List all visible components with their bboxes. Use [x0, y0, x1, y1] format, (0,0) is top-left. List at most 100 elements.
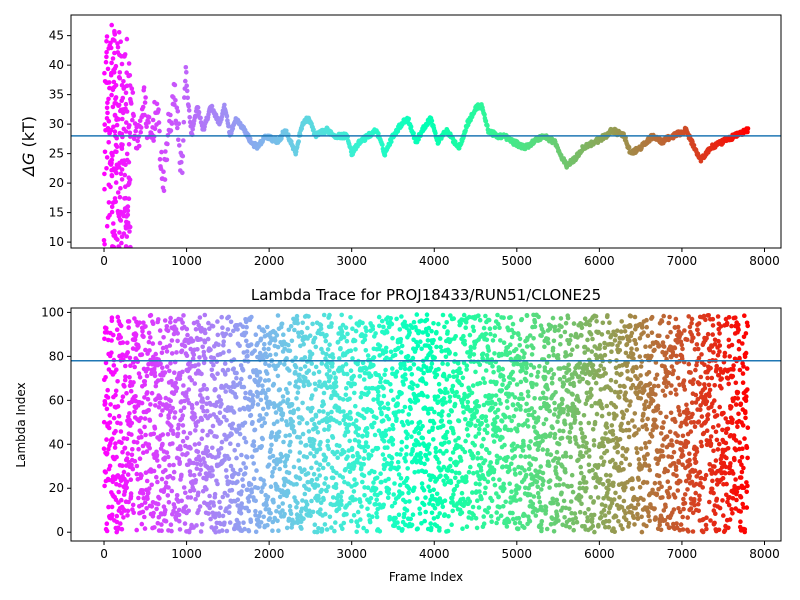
data-point [200, 428, 205, 434]
data-point [371, 480, 376, 485]
data-point [217, 513, 222, 519]
data-point [557, 428, 562, 434]
data-point [156, 107, 161, 112]
data-point [408, 399, 414, 404]
data-point [160, 441, 165, 447]
top-x-ticks: 0 1000 2000 3000 4000 5000 6000 7000 8000 [100, 248, 780, 268]
data-point [417, 419, 423, 425]
data-point [141, 334, 146, 340]
data-point [535, 374, 540, 379]
data-point [460, 526, 465, 531]
data-point [127, 130, 133, 136]
data-point [512, 520, 518, 526]
data-point [365, 444, 371, 450]
data-point [333, 375, 338, 381]
data-point [490, 338, 496, 343]
data-point [129, 101, 134, 106]
data-point [130, 90, 136, 95]
data-point [125, 451, 131, 456]
data-point [164, 349, 170, 354]
data-point [180, 369, 185, 375]
data-point [494, 380, 499, 385]
data-point [546, 463, 552, 469]
data-point [254, 468, 259, 473]
data-point [441, 478, 446, 484]
data-point [366, 390, 371, 395]
data-point [530, 384, 535, 390]
data-point [131, 510, 136, 515]
data-point [266, 387, 271, 393]
data-point [172, 370, 177, 376]
data-point [160, 408, 165, 413]
data-point [329, 525, 334, 530]
data-point [507, 350, 513, 356]
data-point [342, 449, 347, 455]
x-tick-label: 7000 [667, 254, 698, 268]
data-point [196, 441, 202, 447]
data-point [286, 470, 292, 476]
data-point [215, 481, 220, 487]
data-point [169, 423, 174, 429]
data-point [172, 82, 178, 88]
data-point [333, 485, 339, 491]
data-point [532, 396, 537, 401]
data-point [500, 464, 506, 470]
data-point [402, 511, 407, 517]
data-point [110, 37, 116, 42]
data-point [128, 477, 134, 483]
data-point [303, 375, 308, 381]
data-point [315, 483, 321, 488]
data-point [490, 364, 495, 369]
data-point [185, 332, 190, 338]
data-point [259, 444, 265, 449]
data-point [121, 86, 126, 91]
data-point [234, 375, 239, 381]
data-point [102, 149, 108, 155]
data-point [440, 504, 446, 510]
data-point [522, 351, 527, 356]
data-point [246, 508, 251, 514]
data-point [471, 328, 477, 334]
data-point [350, 326, 355, 332]
data-point [390, 437, 396, 443]
data-point [184, 88, 190, 94]
data-point [295, 406, 301, 412]
data-point [289, 338, 295, 344]
data-point [385, 401, 391, 407]
data-point [233, 394, 239, 400]
data-point [186, 387, 192, 392]
data-point [427, 488, 433, 494]
data-point [475, 418, 481, 424]
data-point [165, 432, 171, 437]
data-point [149, 482, 154, 488]
data-point [126, 61, 132, 66]
data-point [284, 422, 290, 428]
data-point [239, 376, 244, 382]
data-point [107, 413, 113, 418]
data-point [258, 376, 263, 382]
data-point [132, 316, 137, 321]
top-axes-frame [70, 14, 782, 249]
data-point [123, 374, 128, 380]
data-point [309, 393, 315, 398]
data-point [190, 356, 196, 362]
data-point [449, 522, 454, 527]
data-point [147, 486, 152, 491]
data-point [142, 424, 147, 430]
data-point [169, 121, 175, 126]
data-point [429, 406, 435, 412]
data-point [495, 407, 501, 413]
data-point [105, 215, 111, 220]
data-point [209, 430, 214, 435]
data-point [237, 343, 242, 349]
data-point [180, 153, 186, 159]
data-point [341, 335, 347, 340]
data-point [285, 490, 291, 496]
data-point [388, 388, 394, 394]
data-point [477, 362, 483, 368]
data-point [457, 366, 462, 372]
data-point [103, 59, 109, 65]
data-point [216, 394, 222, 399]
data-point [322, 522, 328, 527]
data-point [237, 431, 243, 437]
